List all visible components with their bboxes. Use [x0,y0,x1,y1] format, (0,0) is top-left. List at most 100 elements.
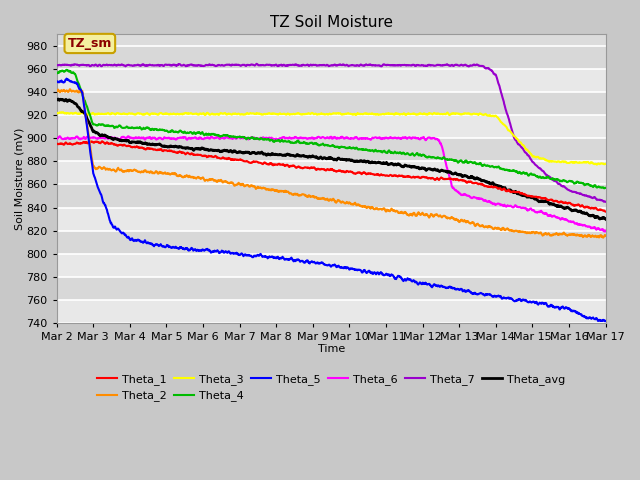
Theta_6 [602,228,609,234]
Theta_2 [365,205,373,211]
Bar [57,300,605,324]
Theta_5 [118,230,125,236]
Theta_2 [95,164,103,169]
Theta_4 [298,140,305,146]
Theta_5 [53,79,61,84]
Bar [57,254,605,277]
Theta_1 [365,171,373,177]
Bar [57,92,605,115]
Theta_7 [253,61,260,67]
Theta_avg [602,216,609,222]
Theta_3 [593,162,601,168]
Theta_6 [95,135,103,141]
Theta_5 [365,269,373,275]
Theta_7 [53,62,61,68]
Theta_2 [118,168,125,174]
Theta_1 [602,209,609,215]
Theta_7 [118,61,125,67]
Theta_5 [602,318,609,324]
Bar [57,184,605,208]
Legend: Theta_1, Theta_2, Theta_3, Theta_4, Theta_5, Theta_6, Theta_7, Theta_avg: Theta_1, Theta_2, Theta_3, Theta_4, Thet… [93,370,569,406]
Bar [57,138,605,161]
Theta_avg [298,154,305,159]
Theta_2 [298,192,305,198]
Theta_1 [95,140,103,145]
Theta_3 [307,111,315,117]
Theta_7 [307,62,315,68]
Theta_5 [286,256,294,262]
Theta_avg [54,96,62,102]
Theta_5 [63,76,70,82]
Theta_6 [56,133,63,139]
Theta_avg [307,154,315,160]
Line: Theta_5: Theta_5 [57,79,605,321]
Theta_avg [118,138,125,144]
Theta_2 [307,193,315,199]
Theta_2 [602,233,609,239]
Theta_3 [60,109,67,115]
Theta_3 [298,111,305,117]
Bar [57,161,605,184]
Theta_7 [95,62,103,68]
Theta_1 [118,142,125,148]
Theta_4 [118,125,125,131]
Theta_3 [95,111,103,117]
Theta_4 [602,185,609,191]
Title: TZ Soil Moisture: TZ Soil Moisture [269,15,393,30]
Theta_avg [365,159,373,165]
Theta_5 [602,318,609,324]
Bar [57,208,605,231]
Theta_6 [298,135,305,141]
Bar [57,46,605,69]
Theta_5 [298,258,305,264]
Theta_7 [298,63,305,69]
Line: Theta_4: Theta_4 [57,70,605,188]
Bar [57,277,605,300]
Theta_6 [307,135,315,141]
Theta_3 [53,110,61,116]
Theta_4 [600,185,608,191]
Theta_5 [307,259,315,265]
Theta_6 [118,134,125,140]
Theta_6 [602,228,609,234]
Theta_2 [53,88,61,94]
Theta_4 [63,67,70,72]
Theta_2 [286,191,294,196]
Line: Theta_avg: Theta_avg [57,99,605,219]
Theta_7 [365,62,373,68]
Theta_3 [365,111,373,117]
Theta_5 [95,188,103,194]
Bar [57,115,605,138]
Line: Theta_6: Theta_6 [57,136,605,231]
Theta_7 [286,62,294,68]
Theta_3 [118,111,125,117]
Text: TZ_sm: TZ_sm [68,37,112,50]
Theta_avg [286,152,294,158]
Theta_4 [365,148,373,154]
Theta_6 [286,135,294,141]
Theta_4 [307,140,315,145]
Line: Theta_7: Theta_7 [57,64,605,202]
Line: Theta_2: Theta_2 [57,89,605,238]
Theta_7 [602,199,609,204]
Theta_1 [298,165,305,170]
Bar [57,231,605,254]
Theta_3 [286,112,294,118]
Theta_6 [365,136,373,142]
Bar [57,69,605,92]
Line: Theta_1: Theta_1 [57,141,605,212]
Theta_4 [53,70,61,75]
Theta_1 [286,163,294,169]
Theta_4 [95,121,103,127]
Theta_avg [53,97,61,103]
Theta_2 [66,86,74,92]
Theta_2 [600,235,607,240]
Theta_1 [307,165,315,170]
Line: Theta_3: Theta_3 [57,112,605,165]
Theta_3 [602,161,609,167]
X-axis label: Time: Time [317,344,345,354]
Theta_avg [95,132,103,138]
Theta_6 [53,136,61,142]
Y-axis label: Soil Moisture (mV): Soil Moisture (mV) [15,128,25,230]
Theta_1 [98,138,106,144]
